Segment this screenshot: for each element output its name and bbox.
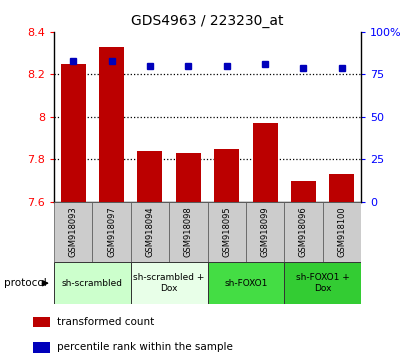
- Text: transformed count: transformed count: [57, 317, 155, 327]
- Bar: [246, 202, 284, 262]
- Bar: [284, 262, 361, 304]
- Bar: [169, 202, 208, 262]
- Text: GSM918097: GSM918097: [107, 206, 116, 257]
- Text: protocol: protocol: [4, 278, 47, 288]
- Bar: [54, 262, 131, 304]
- Bar: [214, 149, 239, 202]
- Bar: [93, 202, 131, 262]
- Bar: [61, 64, 85, 202]
- Bar: [99, 47, 124, 202]
- Title: GDS4963 / 223230_at: GDS4963 / 223230_at: [131, 14, 284, 28]
- Bar: [137, 151, 162, 202]
- Bar: [131, 202, 169, 262]
- Bar: [131, 262, 208, 304]
- Text: GSM918099: GSM918099: [261, 206, 270, 257]
- Bar: [208, 262, 284, 304]
- Bar: [176, 153, 201, 202]
- Bar: [33, 342, 50, 353]
- Text: GSM918093: GSM918093: [68, 206, 78, 257]
- Text: GSM918098: GSM918098: [184, 206, 193, 257]
- Bar: [291, 181, 316, 202]
- Text: GSM918100: GSM918100: [337, 206, 347, 257]
- Bar: [330, 174, 354, 202]
- Bar: [284, 202, 323, 262]
- Bar: [253, 123, 278, 202]
- Bar: [33, 317, 50, 327]
- Text: sh-scrambled +
Dox: sh-scrambled + Dox: [134, 274, 205, 293]
- Text: sh-scrambled: sh-scrambled: [62, 279, 123, 288]
- Bar: [208, 202, 246, 262]
- Bar: [54, 202, 92, 262]
- Text: GSM918094: GSM918094: [145, 206, 154, 257]
- Text: sh-FOXO1 +
Dox: sh-FOXO1 + Dox: [296, 274, 349, 293]
- Bar: [323, 202, 361, 262]
- Text: sh-FOXO1: sh-FOXO1: [224, 279, 268, 288]
- Text: GSM918095: GSM918095: [222, 206, 231, 257]
- Text: percentile rank within the sample: percentile rank within the sample: [57, 342, 233, 352]
- Text: GSM918096: GSM918096: [299, 206, 308, 257]
